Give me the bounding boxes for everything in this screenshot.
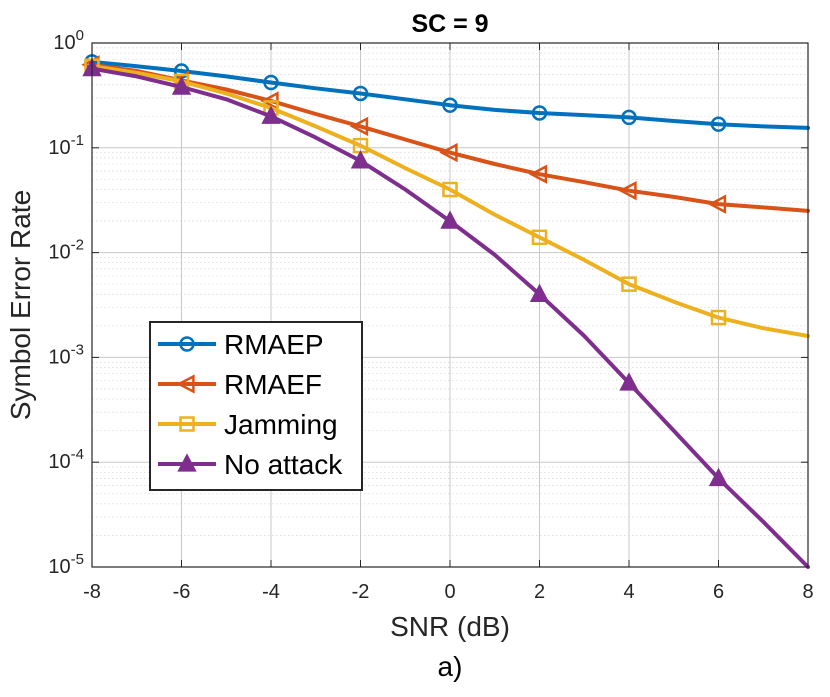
legend-label: RMAEF bbox=[224, 369, 322, 400]
data-point-jamming bbox=[710, 309, 727, 326]
legend-entry-no-attack: No attack bbox=[158, 449, 343, 480]
y-tick-label: 100 bbox=[53, 27, 84, 54]
x-axis-label: SNR (dB) bbox=[390, 611, 510, 642]
series-line-rmaef bbox=[90, 62, 810, 213]
x-tick-label: -6 bbox=[173, 581, 191, 603]
legend-swatch-marker bbox=[179, 416, 195, 432]
y-tick-label: 10-3 bbox=[48, 341, 84, 368]
y-tick-label: 10-4 bbox=[48, 446, 84, 473]
x-tick-label: 4 bbox=[623, 581, 634, 603]
figure-caption: a) bbox=[438, 651, 463, 682]
data-point-no-attack bbox=[350, 150, 371, 169]
legend-entry-jamming: Jamming bbox=[158, 409, 338, 440]
legend-swatch-marker bbox=[176, 374, 195, 394]
legend-swatch-marker bbox=[179, 336, 195, 352]
series-group bbox=[81, 54, 810, 569]
x-tick-label: -8 bbox=[83, 581, 101, 603]
legend: RMAEP RMAEF Jamming No attack bbox=[149, 321, 363, 491]
series-line-rmaep bbox=[90, 59, 810, 130]
x-tick-label: 2 bbox=[534, 581, 545, 603]
legend-label: RMAEP bbox=[224, 329, 324, 360]
chart-title: SC = 9 bbox=[411, 10, 488, 38]
x-tick-label: 8 bbox=[802, 581, 813, 603]
y-tick-label: 10-5 bbox=[48, 551, 84, 578]
axes bbox=[91, 42, 809, 568]
y-tick-label: 10-2 bbox=[48, 237, 84, 264]
y-tick-label: 10-1 bbox=[48, 132, 84, 159]
series-line-jamming bbox=[90, 64, 810, 338]
data-point-rmaep bbox=[531, 105, 548, 121]
legend-entry-rmaef: RMAEF bbox=[158, 369, 322, 400]
y-axis-label: Symbol Error Rate bbox=[5, 190, 36, 420]
data-point-no-attack bbox=[171, 76, 192, 95]
data-point-rmaep bbox=[621, 109, 637, 126]
tick-labels: -8 -6 -4 -2 0 2 4 6 8 100 10-1 10-2 10-3 10-4 10-5 bbox=[48, 27, 813, 603]
series-jamming bbox=[84, 58, 810, 338]
data-point-jamming bbox=[442, 181, 458, 198]
data-point-rmaef bbox=[349, 116, 369, 137]
data-point-no-attack bbox=[708, 467, 729, 487]
data-point-jamming bbox=[531, 229, 548, 246]
data-point-rmaef bbox=[707, 194, 727, 214]
data-point-rmaef bbox=[528, 164, 548, 184]
x-tick-label: -2 bbox=[352, 581, 370, 603]
data-point-rmaep bbox=[263, 74, 279, 91]
data-point-no-attack bbox=[529, 283, 550, 302]
data-point-no-attack bbox=[440, 210, 460, 229]
data-point-rmaep bbox=[352, 85, 369, 102]
x-tick-label: 6 bbox=[713, 581, 724, 603]
data-point-rmaef bbox=[439, 142, 458, 163]
x-tick-label: -4 bbox=[262, 581, 280, 603]
legend-entry-rmaep: RMAEP bbox=[158, 329, 324, 360]
legend-label: No attack bbox=[224, 449, 343, 480]
data-point-rmaef bbox=[618, 180, 637, 201]
data-point-no-attack bbox=[619, 372, 639, 391]
data-point-rmaep bbox=[710, 116, 727, 132]
data-point-jamming bbox=[621, 276, 637, 292]
x-tick-label: 0 bbox=[444, 581, 455, 603]
legend-label: Jamming bbox=[224, 409, 338, 440]
data-point-rmaep bbox=[442, 97, 458, 113]
legend-swatch-marker bbox=[177, 453, 197, 472]
data-point-no-attack bbox=[261, 105, 281, 124]
